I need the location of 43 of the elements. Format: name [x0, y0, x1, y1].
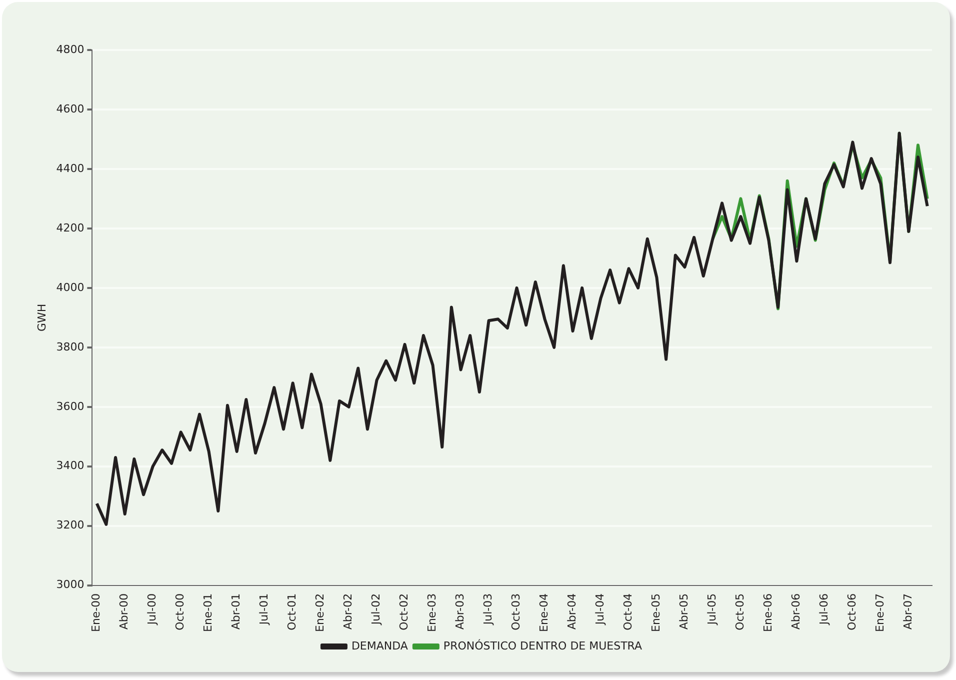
x-tick-label: Abr-05: [678, 593, 691, 630]
x-tick-label: Abr-03: [454, 593, 467, 630]
y-tick-label: 4800: [56, 42, 84, 56]
x-tick-label: Jul-00: [146, 593, 159, 626]
x-tick-label: Oct-04: [622, 593, 635, 630]
x-tick-label: Abr-01: [230, 593, 243, 630]
y-tick-label: 4600: [56, 102, 84, 116]
x-tick-label: Abr-00: [118, 593, 131, 630]
x-tick-label: Ene-06: [762, 593, 775, 632]
x-tick-label: Ene-03: [426, 593, 439, 632]
y-tick-label: 4200: [56, 221, 84, 234]
x-tick-label: Oct-06: [846, 593, 859, 630]
legend-label: DEMANDA: [351, 639, 408, 652]
y-tick-label: 3000: [56, 578, 84, 592]
x-tick-label: Jul-04: [594, 593, 607, 626]
y-tick-label: 3400: [56, 459, 84, 472]
x-tick-label: Oct-05: [734, 593, 747, 630]
legend-label: PRONÓSTICO DENTRO DE MUESTRA: [443, 638, 643, 652]
x-tick-label: Abr-04: [566, 593, 579, 630]
x-tick-label: Ene-02: [314, 593, 327, 632]
x-tick-label: Jul-01: [258, 593, 271, 626]
x-tick-label: Jul-03: [482, 593, 495, 626]
y-axis-title: GWH: [35, 304, 48, 332]
x-tick-label: Ene-07: [874, 593, 887, 632]
y-tick-label: 3800: [56, 340, 84, 354]
y-tick-label: 3200: [56, 518, 84, 532]
x-tick-label: Ene-01: [202, 593, 215, 632]
x-tick-label: Ene-04: [538, 593, 551, 632]
x-tick-label: Abr-06: [790, 593, 803, 630]
y-tick-label: 4000: [56, 280, 84, 294]
x-tick-label: Jul-05: [706, 593, 719, 626]
x-tick-label: Jul-06: [818, 593, 831, 626]
y-tick-label: 4400: [56, 162, 84, 175]
x-tick-label: Abr-02: [342, 593, 355, 630]
x-tick-label: Ene-00: [90, 593, 103, 632]
x-tick-label: Oct-02: [398, 593, 411, 630]
x-tick-label: Jul-02: [370, 593, 383, 626]
x-tick-label: Abr-07: [902, 593, 915, 630]
x-tick-label: Ene-05: [650, 593, 663, 632]
y-tick-label: 3600: [56, 400, 84, 413]
x-tick-label: Oct-03: [510, 593, 523, 630]
x-tick-label: Oct-01: [286, 593, 299, 630]
x-tick-label: Oct-00: [174, 593, 187, 630]
